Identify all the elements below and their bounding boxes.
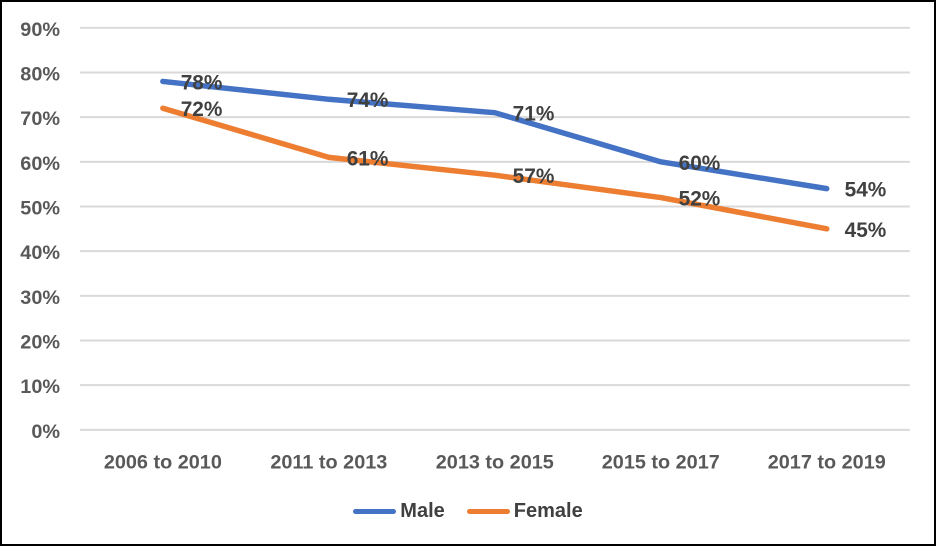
male-data-label: 71%	[513, 103, 555, 126]
y-axis-tick-label: 70%	[20, 108, 60, 130]
chart-legend: Male Female	[2, 499, 934, 523]
male-series-line	[160, 78, 830, 192]
y-axis-tick-label: 40%	[20, 242, 60, 264]
x-axis-category-label: 2017 to 2019	[768, 452, 886, 474]
x-axis-category-label: 2006 to 2010	[104, 452, 222, 474]
x-axis-category-label: 2011 to 2013	[270, 452, 387, 474]
male-legend-swatch-icon	[353, 508, 397, 514]
female-data-label: 72%	[181, 98, 223, 121]
female-legend-swatch-icon	[466, 508, 510, 514]
y-axis-tick-label: 10%	[20, 376, 60, 398]
male-data-label: 78%	[181, 71, 223, 94]
legend-label: Male	[400, 500, 445, 522]
y-axis-tick-label: 90%	[20, 19, 60, 41]
x-axis-category-label: 2013 to 2015	[436, 452, 554, 474]
female-series-line	[160, 105, 830, 232]
legend-item-female: Female	[466, 499, 583, 523]
male-data-label: 74%	[347, 89, 389, 112]
legend-item-male: Male	[353, 499, 445, 523]
male-data-label: 54%	[845, 179, 887, 202]
y-axis-tick-label: 60%	[20, 153, 60, 175]
female-data-label: 45%	[845, 219, 887, 242]
female-data-label: 57%	[513, 165, 555, 188]
y-axis-tick-label: 30%	[20, 287, 60, 309]
female-data-label: 61%	[347, 147, 389, 170]
female-data-label: 52%	[679, 187, 721, 210]
y-axis-tick-label: 50%	[20, 197, 60, 219]
y-axis-tick-label: 20%	[20, 331, 60, 353]
male-data-label: 60%	[679, 152, 721, 175]
y-axis-tick-label: 80%	[20, 63, 60, 85]
y-axis-tick-label: 0%	[31, 421, 60, 443]
legend-label: Female	[513, 500, 583, 522]
x-axis-category-label: 2015 to 2017	[602, 452, 720, 474]
